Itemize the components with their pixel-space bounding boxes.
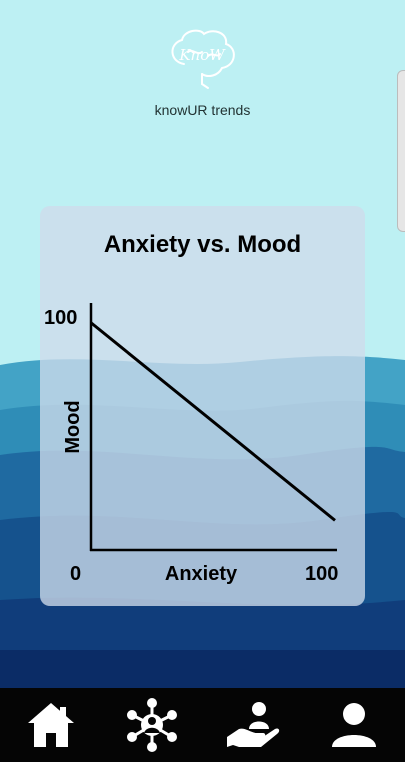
profile-icon bbox=[332, 703, 377, 747]
nav-profile-button[interactable] bbox=[324, 695, 384, 755]
logo-lettering: KnoW bbox=[178, 46, 226, 64]
nav-home-button[interactable] bbox=[21, 695, 81, 755]
brain-logo: KnoW bbox=[162, 24, 242, 94]
side-handle[interactable] bbox=[397, 70, 405, 232]
chart-title: Anxiety vs. Mood bbox=[103, 231, 302, 258]
x-axis-label: Anxiety bbox=[165, 563, 238, 585]
nav-care-button[interactable] bbox=[223, 695, 283, 755]
bottom-nav bbox=[0, 688, 405, 762]
y-tick-max: 100 bbox=[44, 307, 77, 329]
network-icon bbox=[126, 698, 177, 752]
x-tick-min: 0 bbox=[70, 563, 81, 585]
home-icon bbox=[27, 703, 74, 747]
x-tick-max: 100 bbox=[305, 563, 338, 585]
chart-plot: 100 0 100 Anxiety Mood bbox=[44, 303, 338, 585]
care-hand-icon bbox=[227, 702, 280, 747]
chart-card: Anxiety vs. Mood 100 0 100 Anxiety Mood bbox=[40, 206, 365, 606]
app-name: knowUR trends bbox=[154, 102, 251, 118]
nav-network-button[interactable] bbox=[122, 695, 182, 755]
series-line bbox=[90, 321, 336, 522]
y-axis-label: Mood bbox=[62, 400, 84, 453]
